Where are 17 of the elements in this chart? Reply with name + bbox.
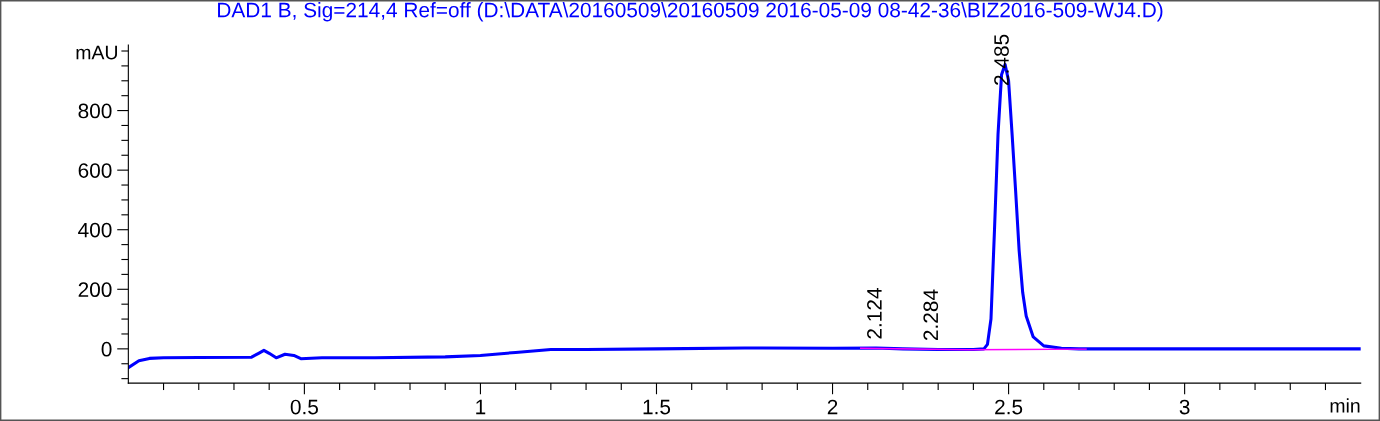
x-tick-label: 3 [1179,399,1190,415]
annotation: 2.284 [923,289,939,341]
x-tick-label: 0.5 [290,399,318,415]
y-tick-label: 600 [78,163,112,178]
x-tick-label: 1 [476,399,486,415]
annotation: 2.124 [867,288,882,339]
y-tick-label: 800 [78,103,112,119]
chart-title: DAD1 B, Sig=214,4 Ref=off (D:\DATA\20160509\20160509 2016-05-09 08-42-36\BIZ2016-509-WJ4.D) [218,2,1163,22]
x-tick-label: 1.5 [643,399,671,415]
x-tick-label: 2 [827,399,838,415]
y-tick-label: 400 [78,222,112,238]
x-tick-label: 2.5 [995,399,1023,415]
y-axis-title: mAU [76,45,117,60]
annotation: 2.485 [994,34,1009,85]
y-tick-label: 0 [101,341,112,357]
x-axis-title: min [1330,398,1360,413]
y-tick-label: 200 [78,282,112,298]
